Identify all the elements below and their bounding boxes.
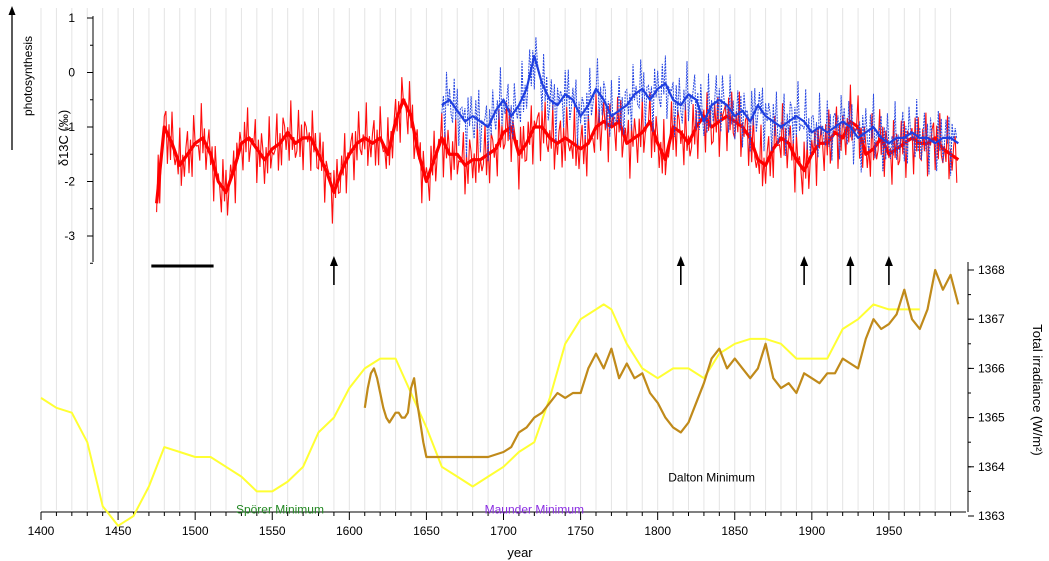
right-tick-label: 1365 xyxy=(978,411,1005,425)
arrow-marker-head xyxy=(800,256,809,266)
gridlines xyxy=(40,8,952,510)
top-series-smooth-line xyxy=(441,54,959,145)
annotation-label: Maunder Minimum xyxy=(485,503,584,517)
arrow-marker-head xyxy=(884,256,893,266)
x-tick-label: 1400 xyxy=(28,524,55,538)
top-series xyxy=(155,37,960,224)
left-tick-label: -1 xyxy=(64,120,75,134)
x-tick-label: 1950 xyxy=(876,524,903,538)
annotation-label: Dalton Minimum xyxy=(668,471,755,485)
right-tick-label: 1363 xyxy=(978,509,1005,523)
x-tick-label: 1450 xyxy=(105,524,132,538)
svg-text:photosynthesis: photosynthesis xyxy=(21,36,35,116)
x-tick-label: 1850 xyxy=(721,524,748,538)
bottom-axis: 1400 1450 1500 1550 1600 1650 1700 1750 1800 1850… xyxy=(28,511,966,538)
right-y-axis-title: Total irradiance (W/m²) xyxy=(1030,324,1045,455)
x-tick-label: 1700 xyxy=(490,524,517,538)
x-tick-label: 1500 xyxy=(182,524,209,538)
right-tick-label: 1366 xyxy=(978,361,1005,375)
x-tick-label: 1600 xyxy=(336,524,363,538)
right-tick-label: 1364 xyxy=(978,460,1005,474)
x-tick-label: 1900 xyxy=(798,524,825,538)
annotations: Spörer Minimum Maunder Minimum Dalton Mini… xyxy=(236,471,755,517)
markers xyxy=(151,256,893,285)
x-tick-label: 1750 xyxy=(567,524,594,538)
bottom-series-line xyxy=(363,268,960,459)
x-tick-label: 1650 xyxy=(413,524,440,538)
left-tick-label: 1 xyxy=(68,11,75,25)
top-series-thin-line xyxy=(156,77,958,224)
x-tick-label: 1550 xyxy=(259,524,286,538)
annotation-label: Spörer Minimum xyxy=(236,503,324,517)
right-axis: 1368 1367 1366 1365 1364 1363 xyxy=(967,262,1005,523)
arrow-marker-head xyxy=(329,256,338,266)
top-series-thin-line xyxy=(441,37,958,176)
arrow-marker-head xyxy=(846,256,855,266)
left-axis: 1 0 -1 -2 -3 xyxy=(64,11,94,264)
arrow-marker-head xyxy=(676,256,685,266)
bottom-series xyxy=(40,268,960,527)
right-tick-label: 1368 xyxy=(978,263,1005,277)
right-tick-label: 1367 xyxy=(978,312,1005,326)
bottom-series-line xyxy=(40,303,920,527)
top-series-smooth-line xyxy=(155,98,960,204)
photosynthesis-label: photosynthesis xyxy=(8,6,35,150)
x-axis-title: year xyxy=(507,545,533,560)
left-tick-label: -3 xyxy=(64,229,75,243)
left-tick-label: -2 xyxy=(64,175,75,189)
x-tick-label: 1800 xyxy=(644,524,671,538)
top-y-axis-title: δ13C (‰) xyxy=(56,110,71,166)
left-tick-label: 0 xyxy=(68,66,75,80)
